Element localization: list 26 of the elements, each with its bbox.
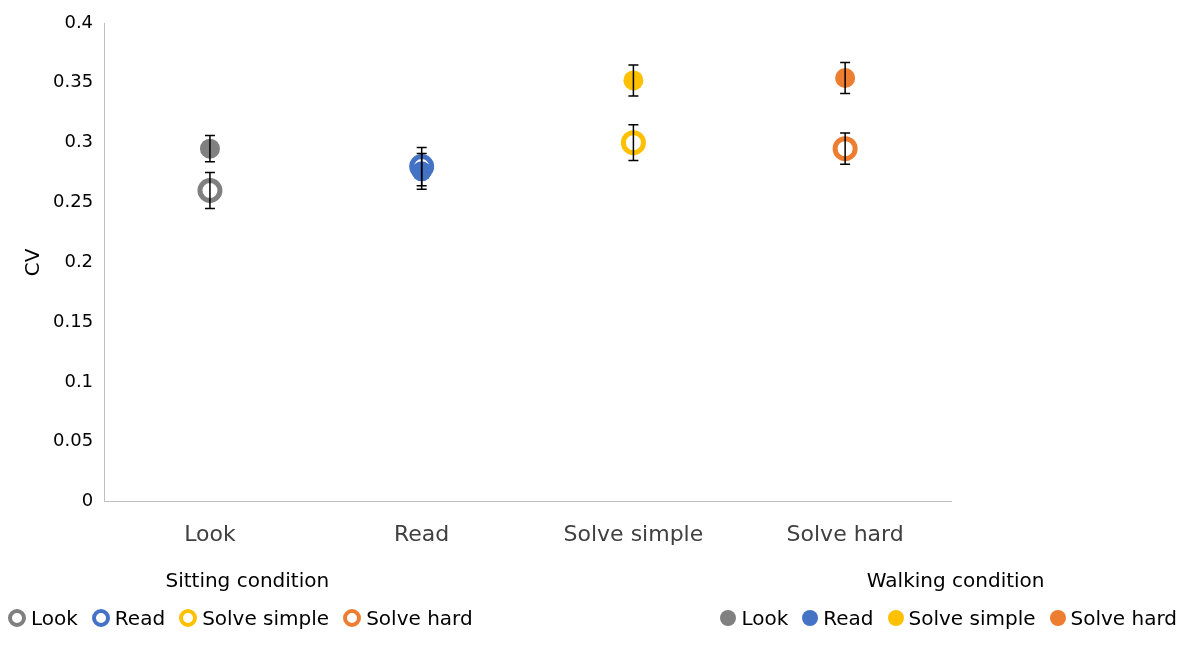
x-tick-label: Read <box>394 520 450 546</box>
x-tick-label: Solve simple <box>563 520 704 546</box>
y-tick-label: 0.1 <box>64 369 94 391</box>
y-tick-label: 0.35 <box>53 70 94 92</box>
legend-title: Sitting condition <box>164 568 331 592</box>
legend-label: Solve simple <box>908 606 1036 630</box>
y-tick-label: 0.25 <box>53 190 94 212</box>
legend-label: Solve hard <box>1070 606 1177 630</box>
legend-label: Look <box>741 606 789 630</box>
y-axis-title: CV <box>20 248 45 277</box>
y-tick-label: 0.3 <box>64 130 94 152</box>
y-tick-label: 0.4 <box>64 10 94 32</box>
text: Walking condition <box>865 568 1046 592</box>
y-tick-label: 0 <box>81 489 94 511</box>
y-tick-label: 0.2 <box>64 249 94 271</box>
legend-label: Read <box>823 606 874 630</box>
legend-label: Read <box>114 606 166 630</box>
legend-label: Solve hard <box>366 606 473 630</box>
legend-label: Solve simple <box>202 606 330 630</box>
legend-label: Look <box>31 606 78 630</box>
point <box>620 130 646 156</box>
x-tick-label: Look <box>184 520 236 546</box>
y-tick-label: 0.05 <box>53 429 94 451</box>
y-tick-label: 0.15 <box>53 309 94 331</box>
point <box>623 70 644 91</box>
x-tick-label: Solve hard <box>786 520 904 546</box>
